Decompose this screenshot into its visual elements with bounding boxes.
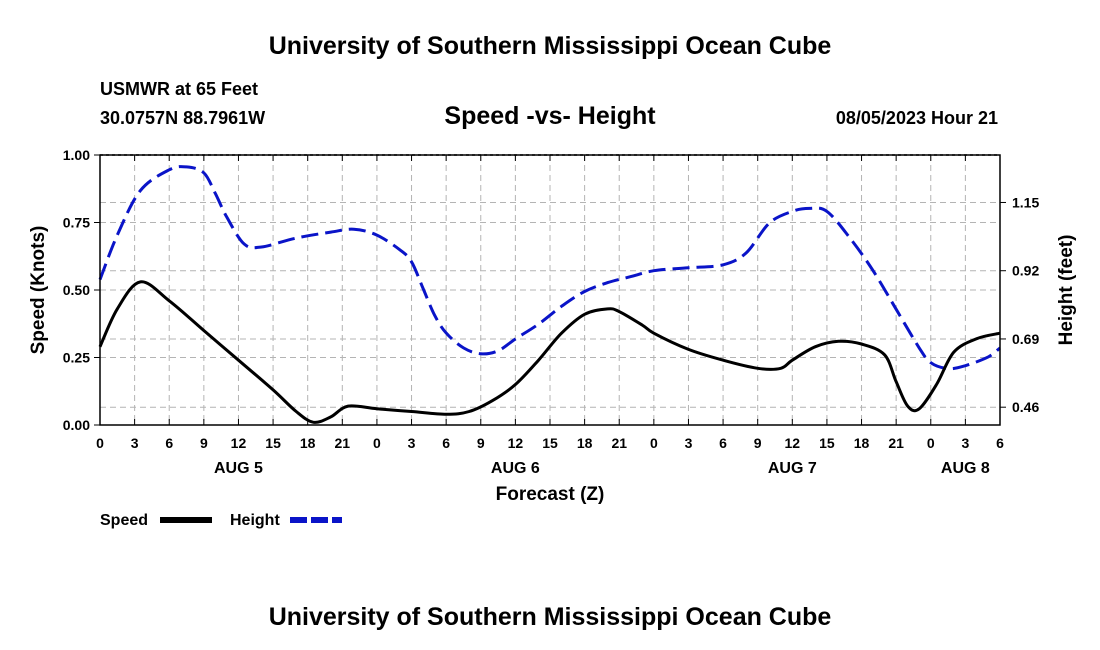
x-tick-label: 18 (577, 435, 593, 451)
y-right-tick-label: 1.15 (1012, 194, 1039, 210)
x-tick-label: 15 (265, 435, 281, 451)
y-left-tick-label: 0.50 (63, 282, 90, 298)
x-tick-label: 6 (719, 435, 727, 451)
y-right-tick-label: 0.92 (1012, 263, 1039, 279)
x-tick-label: 12 (508, 435, 524, 451)
legend-height-label: Height (230, 512, 280, 529)
x-tick-label: 18 (300, 435, 316, 451)
x-tick-label: 0 (927, 435, 935, 451)
y-right-tick-label: 0.69 (1012, 331, 1039, 347)
y-left-tick-label: 0.00 (63, 417, 90, 433)
x-tick-label: 6 (442, 435, 450, 451)
footer-title: University of Southern Mississippi Ocean… (269, 603, 832, 631)
x-axis-label: Forecast (Z) (496, 484, 605, 505)
x-tick-label: 9 (200, 435, 208, 451)
series-layer (98, 165, 1001, 424)
x-tick-label: 9 (477, 435, 485, 451)
x-tick-label: 15 (819, 435, 835, 451)
legend-speed-label: Speed (100, 512, 148, 529)
x-tick-label: 0 (650, 435, 658, 451)
date-label: AUG 5 (214, 460, 263, 477)
y-axis-right-label: Height (feet) (1056, 235, 1077, 346)
x-tick-label: 6 (996, 435, 1004, 451)
x-tick-label: 21 (888, 435, 904, 451)
grid-layer (100, 154, 1000, 425)
y-left-tick-label: 1.00 (63, 147, 90, 163)
x-tick-label: 3 (131, 435, 139, 451)
speed-series-line (98, 280, 1001, 424)
header-title: University of Southern Mississippi Ocean… (269, 32, 832, 60)
x-tick-label: 12 (231, 435, 247, 451)
x-tick-label: 21 (611, 435, 627, 451)
x-tick-label: 15 (542, 435, 558, 451)
x-tick-label: 6 (165, 435, 173, 451)
y-left-tick-label: 0.75 (63, 215, 90, 231)
station-label: USMWR at 65 Feet (100, 79, 258, 99)
x-tick-label: 12 (785, 435, 801, 451)
x-tick-label: 9 (754, 435, 762, 451)
y-right-tick-label: 0.46 (1012, 399, 1039, 415)
height-series-line (98, 165, 1001, 371)
date-label: AUG 6 (491, 460, 540, 477)
y-left-tick-label: 0.25 (63, 350, 90, 366)
chart-title: Speed -vs- Height (444, 102, 656, 130)
y-axis-left-label: Speed (Knots) (28, 226, 49, 355)
date-label: AUG 7 (768, 460, 817, 477)
x-tick-label: 3 (408, 435, 416, 451)
coords-label: 30.0757N 88.7961W (100, 108, 265, 128)
tick-layer: 0 3 6 9 12 15 18 21 0 3 6 9 12 15 18 21 0 3 6 9 12 15 18 21 0 3 6 0… (63, 147, 1040, 477)
x-tick-label: 21 (335, 435, 351, 451)
x-tick-label: 3 (961, 435, 969, 451)
legend: Speed Height (100, 512, 342, 529)
date-label: AUG 8 (941, 460, 990, 477)
datetime-label: 08/05/2023 Hour 21 (836, 108, 998, 128)
x-tick-label: 3 (685, 435, 693, 451)
x-tick-label: 0 (373, 435, 381, 451)
x-tick-label: 18 (854, 435, 870, 451)
x-tick-label: 0 (96, 435, 104, 451)
